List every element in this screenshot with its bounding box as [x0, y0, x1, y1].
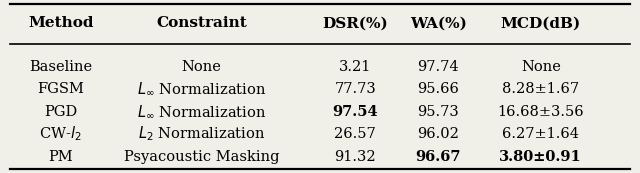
Text: Psyacoustic Masking: Psyacoustic Masking: [124, 150, 279, 163]
Text: 95.66: 95.66: [417, 82, 460, 96]
Text: 6.27±1.64: 6.27±1.64: [502, 127, 579, 141]
Text: 95.73: 95.73: [417, 105, 460, 119]
Text: 96.02: 96.02: [417, 127, 460, 141]
Text: FGSM: FGSM: [37, 82, 84, 96]
Text: $L_2$ Normalization: $L_2$ Normalization: [138, 125, 265, 143]
Text: DSR(%): DSR(%): [323, 16, 388, 30]
Text: $L_\infty$ Normalization: $L_\infty$ Normalization: [137, 81, 266, 97]
Text: 77.73: 77.73: [334, 82, 376, 96]
Text: 8.28±1.67: 8.28±1.67: [502, 82, 579, 96]
Text: 96.67: 96.67: [415, 150, 461, 163]
Text: None: None: [521, 60, 561, 74]
Text: PM: PM: [49, 150, 73, 163]
Text: 97.54: 97.54: [332, 105, 378, 119]
Text: 3.21: 3.21: [339, 60, 371, 74]
Text: WA(%): WA(%): [410, 16, 467, 30]
Text: CW-$l_2$: CW-$l_2$: [40, 125, 82, 143]
Text: Method: Method: [28, 16, 93, 30]
Text: 91.32: 91.32: [334, 150, 376, 163]
Text: 3.80±0.91: 3.80±0.91: [499, 150, 582, 163]
Text: 16.68±3.56: 16.68±3.56: [497, 105, 584, 119]
Text: Constraint: Constraint: [156, 16, 247, 30]
Text: None: None: [182, 60, 221, 74]
Text: Baseline: Baseline: [29, 60, 92, 74]
Text: MCD(dB): MCD(dB): [500, 16, 581, 30]
Text: 97.74: 97.74: [417, 60, 460, 74]
Text: $L_\infty$ Normalization: $L_\infty$ Normalization: [137, 103, 266, 120]
Text: PGD: PGD: [44, 105, 77, 119]
Text: 26.57: 26.57: [334, 127, 376, 141]
